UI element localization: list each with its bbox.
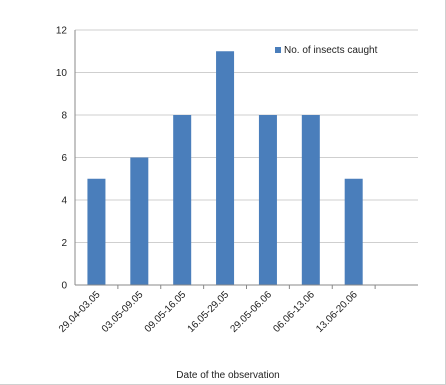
y-tick-label: 2 (61, 238, 67, 249)
y-tick-label: 0 (61, 281, 67, 292)
y-tick-label: 12 (56, 26, 68, 37)
bar-29.04-03.05 (87, 178, 106, 285)
y-tick-label: 4 (61, 196, 67, 207)
x-tick-label: 09.05-16.05 (143, 289, 189, 335)
y-tick-labels: 0 2 4 6 8 10 12 (56, 26, 68, 292)
y-tick-label: 6 (61, 153, 67, 164)
x-tick-label: 06.06-13.06 (271, 289, 317, 335)
bar-09.05-16.05 (173, 115, 192, 285)
legend-swatch (275, 47, 281, 53)
bar-29.05-06.06 (258, 115, 277, 285)
bar-16.05-29.05 (216, 51, 235, 285)
x-tick-label: 16.05-29.05 (186, 289, 232, 335)
x-tick-label: 03.05-09.05 (100, 289, 146, 335)
gridlines (75, 29, 418, 243)
x-tick-label: 13.06-20.06 (314, 289, 360, 335)
legend: No. of insects caught (275, 45, 378, 56)
x-tick-label: 29.04-03.05 (57, 289, 103, 335)
y-tick-label: 10 (56, 68, 68, 79)
x-tick-label: 29.05-06.06 (229, 289, 275, 335)
bar-06.06-13.06 (301, 115, 320, 285)
bar-13.06-20.06 (344, 178, 363, 285)
x-axis-title: Date of the observation (176, 370, 279, 381)
axes (74, 30, 418, 289)
bars (87, 51, 363, 285)
legend-label: No. of insects caught (284, 45, 378, 56)
bar-03.05-09.05 (130, 157, 149, 285)
y-tick-label: 8 (61, 111, 67, 122)
x-tick-labels: 29.04-03.0503.05-09.0509.05-16.0516.05-2… (57, 289, 360, 335)
